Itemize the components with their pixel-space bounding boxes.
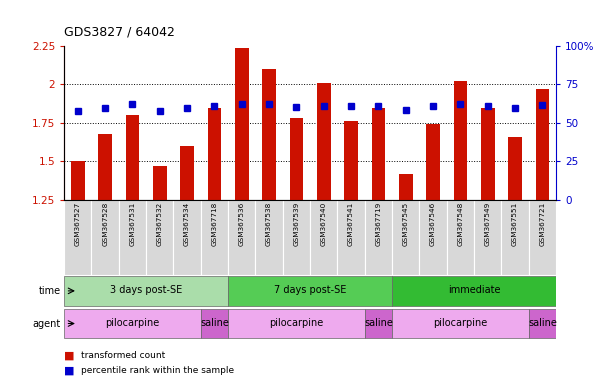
- Text: GSM367548: GSM367548: [458, 202, 463, 246]
- Bar: [508, 137, 522, 200]
- Bar: [262, 69, 276, 200]
- Bar: [174, 200, 201, 275]
- Bar: [208, 108, 221, 200]
- Bar: [529, 200, 556, 275]
- Bar: [92, 200, 119, 275]
- Text: GSM367539: GSM367539: [293, 202, 299, 246]
- Bar: [126, 115, 139, 200]
- Bar: [392, 276, 556, 306]
- Text: GDS3827 / 64042: GDS3827 / 64042: [64, 25, 175, 38]
- Bar: [535, 89, 549, 200]
- Text: saline: saline: [364, 318, 393, 328]
- Text: ■: ■: [64, 366, 75, 376]
- Bar: [399, 174, 412, 200]
- Bar: [344, 121, 358, 200]
- Bar: [337, 200, 365, 275]
- Bar: [392, 309, 529, 338]
- Bar: [119, 200, 146, 275]
- Text: pilocarpine: pilocarpine: [105, 318, 159, 328]
- Text: GSM367541: GSM367541: [348, 202, 354, 246]
- Bar: [447, 200, 474, 275]
- Bar: [153, 166, 167, 200]
- Bar: [228, 276, 392, 306]
- Bar: [235, 48, 249, 200]
- Bar: [481, 108, 494, 200]
- Text: GSM367534: GSM367534: [184, 202, 190, 246]
- Text: GSM367551: GSM367551: [512, 202, 518, 246]
- Bar: [371, 108, 385, 200]
- Bar: [310, 200, 337, 275]
- Text: GSM367536: GSM367536: [239, 202, 245, 246]
- Bar: [255, 200, 283, 275]
- Text: saline: saline: [200, 318, 229, 328]
- Bar: [529, 309, 556, 338]
- Bar: [290, 118, 303, 200]
- Text: 3 days post-SE: 3 days post-SE: [110, 285, 182, 295]
- Bar: [502, 200, 529, 275]
- Text: GSM367719: GSM367719: [375, 202, 381, 246]
- Bar: [64, 309, 201, 338]
- Bar: [180, 146, 194, 200]
- Text: immediate: immediate: [448, 285, 500, 295]
- Text: agent: agent: [33, 318, 61, 329]
- Text: GSM367538: GSM367538: [266, 202, 272, 246]
- Text: GSM367528: GSM367528: [102, 202, 108, 246]
- Text: GSM367545: GSM367545: [403, 202, 409, 246]
- Bar: [201, 309, 228, 338]
- Bar: [201, 200, 228, 275]
- Bar: [365, 200, 392, 275]
- Bar: [228, 309, 365, 338]
- Bar: [474, 200, 502, 275]
- Text: GSM367527: GSM367527: [75, 202, 81, 246]
- Bar: [426, 124, 440, 200]
- Bar: [228, 200, 255, 275]
- Text: saline: saline: [528, 318, 557, 328]
- Text: GSM367549: GSM367549: [485, 202, 491, 246]
- Text: GSM367718: GSM367718: [211, 202, 218, 246]
- Bar: [419, 200, 447, 275]
- Text: percentile rank within the sample: percentile rank within the sample: [81, 366, 235, 375]
- Bar: [146, 200, 174, 275]
- Bar: [365, 309, 392, 338]
- Bar: [392, 200, 419, 275]
- Text: GSM367721: GSM367721: [540, 202, 546, 246]
- Bar: [317, 83, 331, 200]
- Text: GSM367546: GSM367546: [430, 202, 436, 246]
- Text: pilocarpine: pilocarpine: [433, 318, 488, 328]
- Bar: [98, 134, 112, 200]
- Text: GSM367532: GSM367532: [157, 202, 163, 246]
- Bar: [64, 200, 92, 275]
- Text: pilocarpine: pilocarpine: [269, 318, 324, 328]
- Text: GSM367531: GSM367531: [130, 202, 136, 246]
- Text: time: time: [39, 286, 61, 296]
- Bar: [71, 161, 85, 200]
- Text: 7 days post-SE: 7 days post-SE: [274, 285, 346, 295]
- Bar: [64, 276, 228, 306]
- Text: GSM367540: GSM367540: [321, 202, 327, 246]
- Bar: [453, 81, 467, 200]
- Text: transformed count: transformed count: [81, 351, 166, 360]
- Text: ■: ■: [64, 350, 75, 360]
- Bar: [283, 200, 310, 275]
